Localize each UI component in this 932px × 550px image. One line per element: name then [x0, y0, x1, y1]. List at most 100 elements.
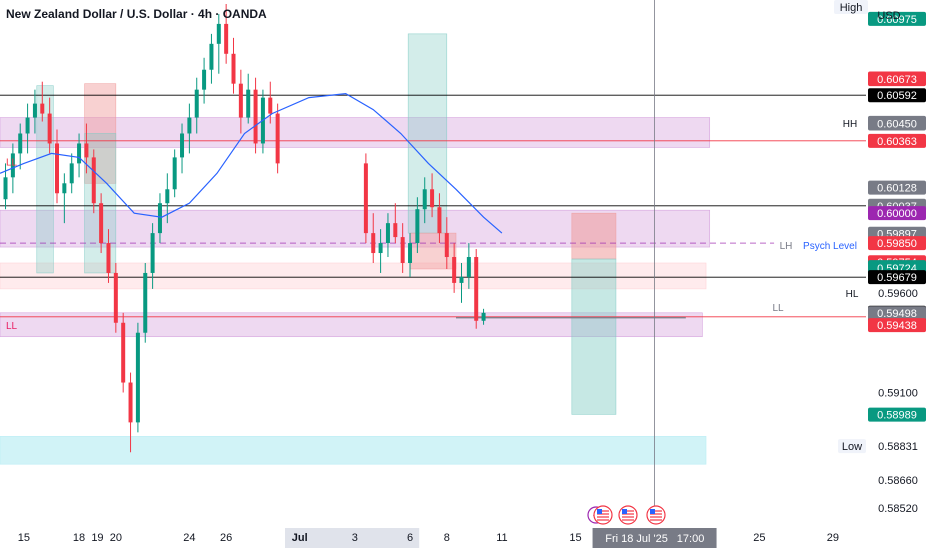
zone-4	[0, 436, 707, 465]
candle-body-45	[415, 209, 420, 244]
annotation-hl: HL	[846, 289, 859, 300]
price-label-19: 0.59438	[877, 320, 917, 332]
candle-body-12	[91, 157, 96, 204]
price-label-bg-7	[868, 180, 926, 195]
low-badge-bg	[838, 439, 866, 454]
us-flag-icon-1[interactable]	[593, 505, 613, 525]
time-axis[interactable]: 151819202426Jul368111518222529Fri 18 Jul…	[18, 505, 839, 548]
annotation-ll: LL	[6, 321, 18, 332]
price-axis[interactable]: 0.609750.596000.591000.586600.585200.609…	[838, 0, 932, 550]
price-label-18: 0.59498	[877, 308, 917, 320]
candle-body-5	[40, 103, 45, 114]
candle-body-42	[393, 223, 398, 238]
candle-body-19	[143, 272, 148, 333]
candle-body-41	[385, 223, 390, 244]
candle-body-21	[157, 203, 162, 234]
price-label-bg-2	[868, 72, 926, 87]
candle-body-14	[106, 243, 111, 273]
candle-body-33	[246, 89, 251, 118]
candle-body-26	[194, 89, 199, 118]
moving-average-layer	[0, 92, 503, 234]
price-label-20: 0.58989	[877, 410, 917, 422]
us-flag-icon-3[interactable]	[646, 505, 666, 525]
time-cursor-date: Fri 18 Jul '25	[605, 533, 668, 545]
price-label-bg-19	[868, 318, 926, 333]
price-label-7: 0.60128	[877, 183, 917, 195]
candle-body-0	[3, 177, 8, 200]
annotation-ll: LL	[772, 303, 784, 314]
annotation-psych-level: Psych Level	[803, 241, 857, 252]
candle-body-4	[32, 103, 37, 118]
price-label-bg-15	[868, 270, 926, 285]
zone-3	[0, 312, 703, 338]
candle-body-36	[268, 97, 273, 114]
candle-body-13	[99, 203, 104, 244]
candle-body-31	[231, 53, 236, 84]
price-label-bg-6	[868, 133, 926, 148]
high-badge: High	[834, 0, 868, 14]
price-label-bg-3	[868, 88, 926, 103]
candle-body-20	[150, 233, 155, 273]
chart-title: New Zealand Dollar / U.S. Dollar · 4h · …	[6, 7, 267, 21]
candle-body-6	[47, 113, 52, 144]
time-tick-9: 8	[444, 532, 450, 544]
zone-11	[571, 258, 617, 415]
time-tick-2: 19	[91, 532, 103, 544]
candle-body-51	[459, 276, 464, 283]
time-tick-3: 20	[110, 532, 122, 544]
price-label-bg-5	[868, 116, 926, 131]
candle-body-25	[187, 117, 192, 134]
price-label-bg-20	[868, 407, 926, 422]
price-label-5: 0.60450	[877, 119, 917, 131]
time-tick-4: 24	[183, 532, 195, 544]
price-tick-1: 0.59600	[878, 288, 918, 300]
candle-body-49	[444, 233, 449, 258]
annotation-hh: HH	[843, 119, 857, 130]
time-range-highlight	[284, 528, 420, 548]
price-label-3: 0.60592	[877, 90, 917, 102]
price-label-11: 0.59850	[877, 238, 917, 250]
candle-body-47	[430, 189, 435, 208]
time-tick-8: 6	[407, 532, 413, 544]
time-tick-7: 3	[352, 532, 358, 544]
candle-body-18	[135, 332, 140, 423]
price-label-bg-11	[868, 236, 926, 251]
time-tick-11: 15	[569, 532, 581, 544]
candle-body-37	[275, 113, 280, 164]
candle-body-54	[481, 312, 486, 321]
candle-body-17	[128, 382, 133, 423]
time-tick-1: 18	[73, 532, 85, 544]
low-badge-label: Low	[842, 441, 862, 453]
currency-label[interactable]: USD	[877, 10, 900, 22]
candle-body-50	[452, 257, 457, 283]
time-tick-10: 11	[496, 532, 507, 544]
zone-8	[407, 33, 448, 234]
price-label-15: 0.59679	[877, 272, 917, 284]
price-tick-3: 0.58660	[878, 475, 918, 487]
candle-body-44	[408, 243, 413, 263]
candle-body-7	[54, 143, 59, 194]
candle-body-2	[18, 133, 23, 154]
candles-layer	[3, 3, 486, 453]
candle-body-29	[216, 23, 221, 44]
candle-body-8	[62, 183, 67, 194]
price-label-bg-18	[868, 306, 926, 321]
candle-body-11	[84, 143, 89, 158]
candle-body-32	[238, 83, 243, 118]
time-cursor-bg	[592, 528, 717, 548]
candle-body-16	[121, 322, 126, 383]
price-label-21: 0.58831	[878, 441, 918, 453]
candle-body-28	[209, 43, 214, 70]
candle-body-15	[113, 272, 118, 323]
candle-body-39	[371, 233, 376, 254]
candle-body-46	[422, 189, 427, 210]
high-badge-label: High	[840, 2, 863, 14]
price-label-6: 0.60363	[877, 136, 917, 148]
annotation-ll: LL	[6, 157, 18, 168]
time-tick-14: 25	[753, 532, 765, 544]
us-flag-icon-2[interactable]	[618, 505, 638, 525]
candle-body-34	[253, 89, 258, 144]
zone-0	[0, 117, 711, 148]
